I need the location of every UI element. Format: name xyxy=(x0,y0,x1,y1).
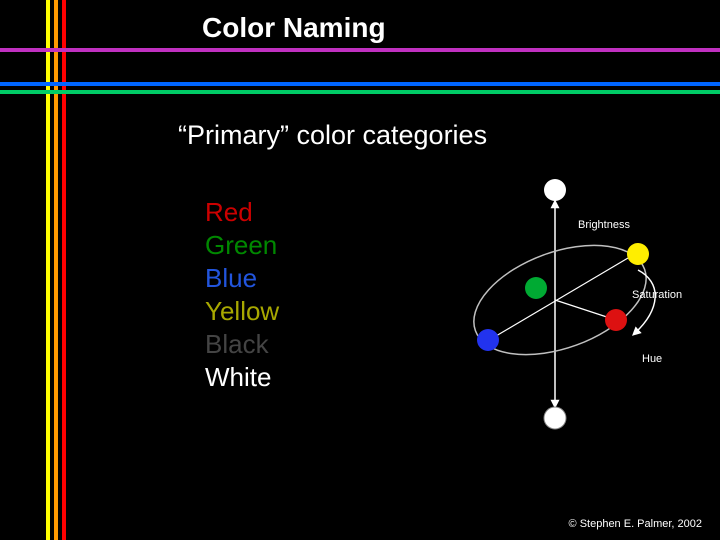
list-item: White xyxy=(205,361,279,394)
node-yellow xyxy=(627,243,649,265)
subtitle: “Primary” color categories xyxy=(178,120,487,151)
accent-vline-3 xyxy=(62,0,66,540)
slide: Color Naming “Primary” color categories … xyxy=(0,0,720,540)
label-brightness: Brightness xyxy=(578,219,630,231)
accent-hline-1 xyxy=(0,48,720,52)
label-saturation: Saturation xyxy=(632,289,682,301)
node-white-top xyxy=(544,179,566,201)
accent-vline-2 xyxy=(54,0,58,540)
label-hue: Hue xyxy=(642,353,662,365)
node-blue xyxy=(477,329,499,351)
copyright: © Stephen E. Palmer, 2002 xyxy=(569,518,702,530)
list-item: Black xyxy=(205,328,279,361)
accent-hline-2 xyxy=(0,82,720,86)
page-title: Color Naming xyxy=(202,12,386,44)
color-space-diagram: Brightness Saturation Hue xyxy=(420,170,690,440)
node-green xyxy=(525,277,547,299)
accent-hline-3 xyxy=(0,90,720,94)
list-item: Green xyxy=(205,229,279,262)
list-item: Blue xyxy=(205,262,279,295)
node-white-bottom xyxy=(544,407,566,429)
node-red xyxy=(605,309,627,331)
list-item: Yellow xyxy=(205,295,279,328)
list-item: Red xyxy=(205,196,279,229)
color-list: Red Green Blue Yellow Black White xyxy=(205,196,279,394)
accent-vline-1 xyxy=(46,0,50,540)
